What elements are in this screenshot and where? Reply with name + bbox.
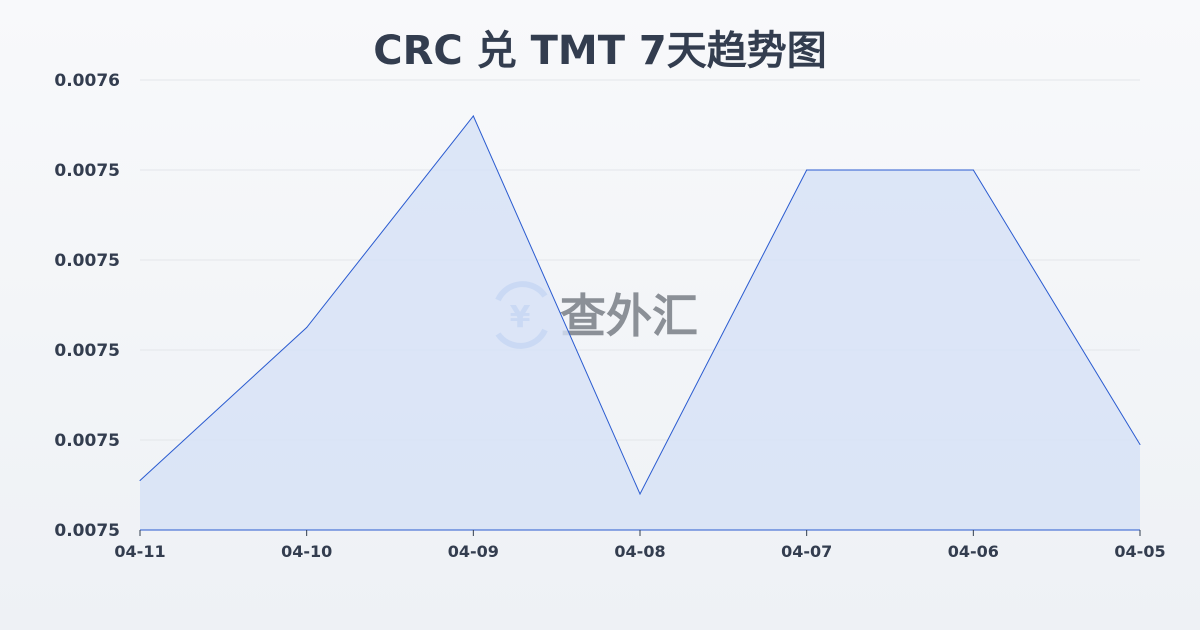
y-tick-label: 0.0075 [54, 431, 120, 451]
area-fill [140, 116, 1140, 530]
y-tick-label: 0.0075 [54, 521, 120, 541]
x-tick-label: 04-10 [281, 542, 332, 561]
x-tick-label: 04-08 [614, 542, 665, 561]
y-tick-label: 0.0075 [54, 341, 120, 361]
x-tick-label: 04-05 [1114, 542, 1165, 561]
x-tick-label: 04-06 [948, 542, 999, 561]
x-tick-label: 04-07 [781, 542, 832, 561]
y-tick-label: 0.0076 [54, 71, 120, 91]
watermark-text: 查外汇 [560, 289, 698, 343]
data-point [972, 169, 974, 171]
data-point [306, 327, 308, 328]
data-point [1139, 444, 1141, 445]
x-tick-label: 04-11 [114, 542, 165, 561]
x-tick-label: 04-09 [448, 542, 499, 561]
data-point [139, 480, 141, 481]
chart-title: CRC 兑 TMT 7天趋势图 [373, 28, 827, 74]
data-point [806, 169, 808, 171]
y-tick-label: 0.0075 [54, 251, 120, 271]
data-point [472, 115, 474, 117]
y-tick-label: 0.0075 [54, 161, 120, 181]
data-point [639, 493, 641, 495]
